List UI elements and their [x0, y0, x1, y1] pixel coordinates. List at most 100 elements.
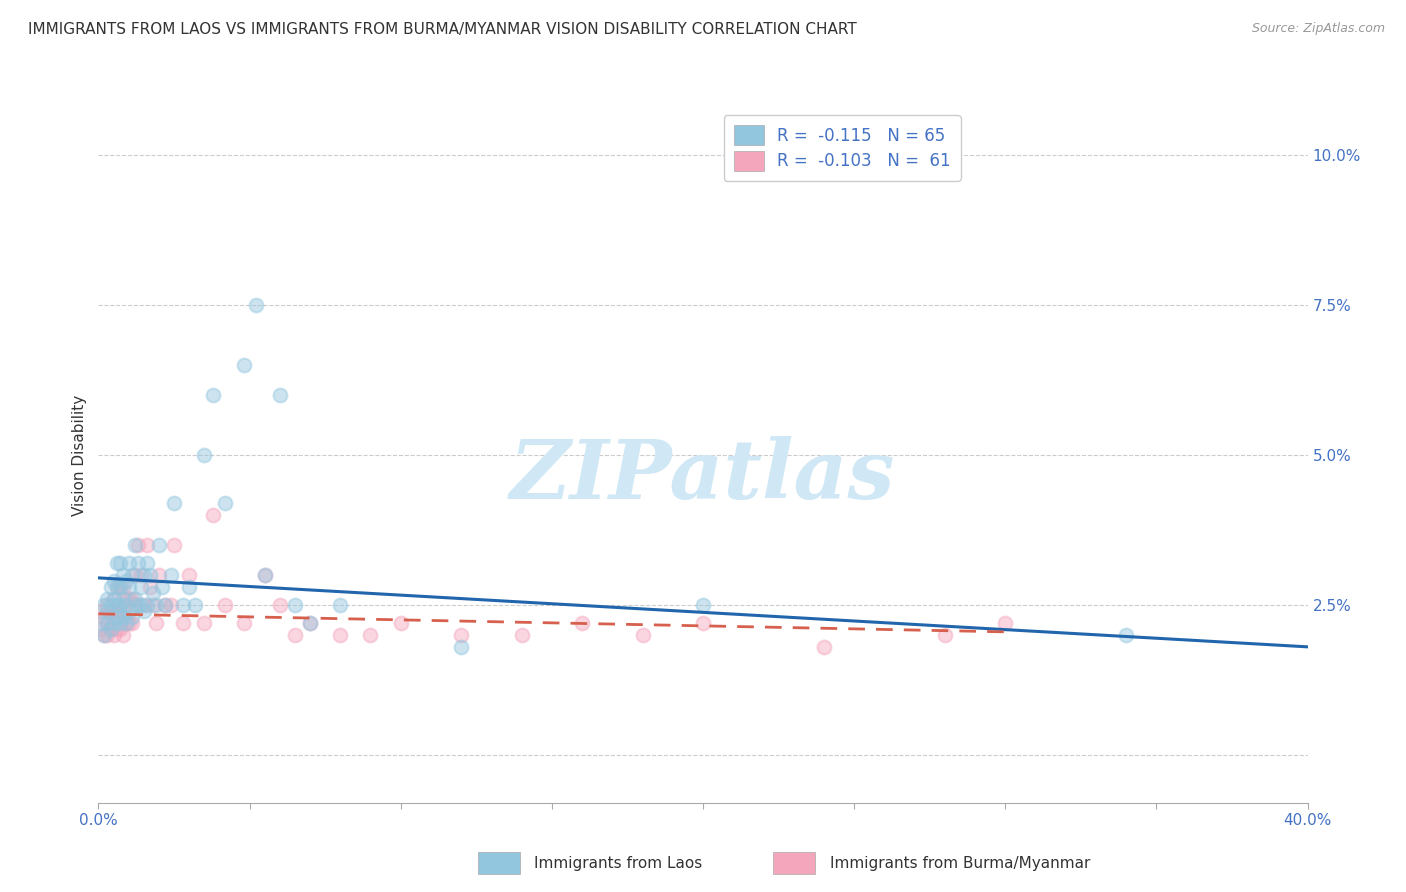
Point: [145, 598, 167, 612]
Point: [124, 538, 146, 552]
Point: [135, 598, 157, 612]
Point: [148, 567, 170, 582]
Point: [692, 598, 714, 612]
Point: [105, 622, 128, 636]
Legend: R =  -0.115   N = 65, R =  -0.103   N =  61: R = -0.115 N = 65, R = -0.103 N = 61: [724, 115, 960, 180]
Point: [214, 496, 236, 510]
Point: [1115, 628, 1137, 642]
Point: [121, 591, 143, 606]
Point: [105, 598, 128, 612]
Point: [142, 598, 165, 612]
Point: [124, 598, 146, 612]
Point: [253, 567, 276, 582]
Y-axis label: Vision Disability: Vision Disability: [72, 394, 87, 516]
Point: [118, 580, 141, 594]
Point: [111, 628, 134, 642]
Point: [93, 628, 115, 642]
Point: [160, 598, 183, 612]
Point: [111, 580, 134, 594]
Point: [232, 615, 254, 630]
Point: [631, 628, 654, 642]
Point: [105, 580, 128, 594]
Point: [108, 622, 131, 636]
Point: [118, 556, 141, 570]
Point: [813, 640, 835, 654]
Point: [450, 628, 472, 642]
Point: [108, 580, 131, 594]
Point: [139, 567, 162, 582]
Point: [90, 615, 112, 630]
Point: [96, 598, 118, 612]
Point: [124, 591, 146, 606]
Point: [105, 580, 128, 594]
Text: Immigrants from Laos: Immigrants from Laos: [534, 855, 703, 871]
Point: [103, 615, 125, 630]
Point: [108, 598, 131, 612]
Point: [103, 574, 125, 588]
Point: [129, 567, 152, 582]
Point: [193, 448, 215, 462]
Point: [93, 610, 115, 624]
Point: [360, 628, 382, 642]
Point: [145, 615, 167, 630]
Point: [299, 615, 322, 630]
Point: [510, 628, 533, 642]
Point: [111, 604, 134, 618]
Point: [108, 580, 131, 594]
Point: [329, 598, 352, 612]
Point: [132, 598, 155, 612]
Point: [450, 640, 472, 654]
Point: [114, 591, 136, 606]
Point: [103, 610, 125, 624]
Point: [103, 591, 125, 606]
Point: [179, 567, 201, 582]
Point: [245, 298, 267, 312]
Point: [118, 615, 141, 630]
Point: [108, 615, 131, 630]
Point: [121, 610, 143, 624]
Point: [108, 556, 131, 570]
Text: Immigrants from Burma/Myanmar: Immigrants from Burma/Myanmar: [830, 855, 1090, 871]
Point: [96, 591, 118, 606]
Point: [179, 580, 201, 594]
Point: [142, 586, 165, 600]
Point: [160, 567, 183, 582]
Point: [103, 628, 125, 642]
Point: [114, 615, 136, 630]
Point: [184, 598, 207, 612]
Point: [163, 538, 186, 552]
Point: [100, 598, 122, 612]
Point: [994, 615, 1017, 630]
Point: [100, 622, 122, 636]
Point: [269, 598, 291, 612]
Point: [124, 567, 146, 582]
Point: [108, 604, 131, 618]
Point: [269, 388, 291, 402]
Text: IMMIGRANTS FROM LAOS VS IMMIGRANTS FROM BURMA/MYANMAR VISION DISABILITY CORRELAT: IMMIGRANTS FROM LAOS VS IMMIGRANTS FROM …: [28, 22, 856, 37]
Point: [129, 598, 152, 612]
Point: [153, 598, 176, 612]
Point: [127, 598, 149, 612]
Point: [114, 615, 136, 630]
Text: ZIPatlas: ZIPatlas: [510, 436, 896, 516]
Point: [284, 628, 307, 642]
Point: [111, 610, 134, 624]
Point: [105, 610, 128, 624]
Point: [284, 598, 307, 612]
Point: [96, 604, 118, 618]
Point: [571, 615, 593, 630]
Point: [132, 567, 155, 582]
Point: [253, 567, 276, 582]
Point: [111, 567, 134, 582]
Point: [118, 591, 141, 606]
Point: [114, 574, 136, 588]
Point: [139, 580, 162, 594]
Point: [118, 604, 141, 618]
Point: [127, 556, 149, 570]
Point: [232, 358, 254, 372]
Point: [121, 567, 143, 582]
Point: [100, 604, 122, 618]
Point: [105, 604, 128, 618]
Point: [121, 615, 143, 630]
Point: [163, 496, 186, 510]
